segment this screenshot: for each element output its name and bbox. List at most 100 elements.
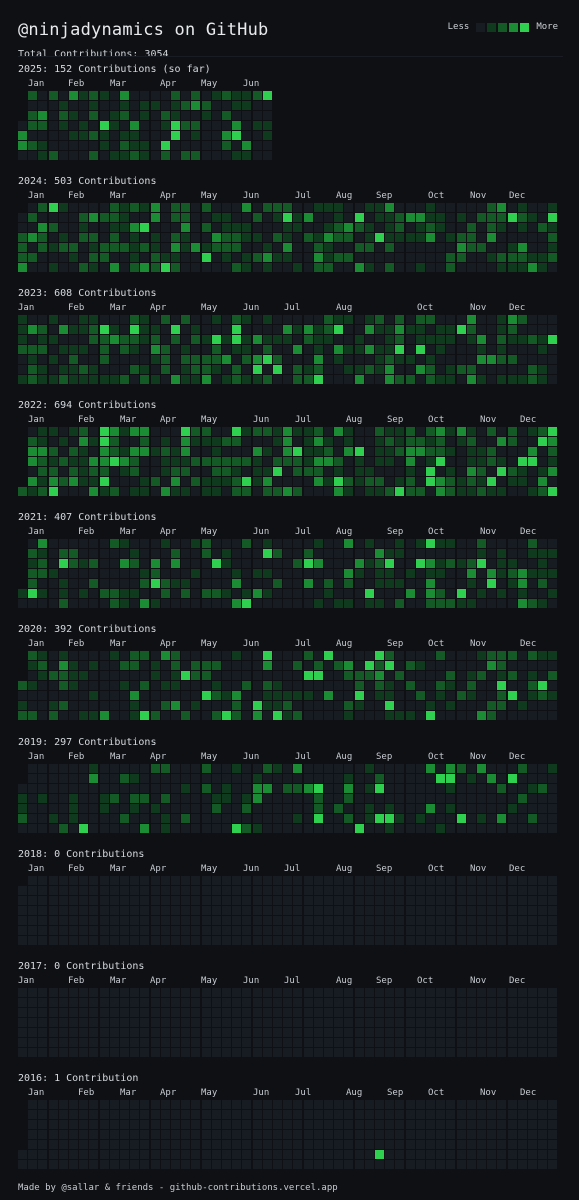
contribution-cell[interactable] [273, 1008, 282, 1017]
contribution-cell[interactable] [487, 1110, 497, 1119]
contribution-cell[interactable] [181, 91, 191, 100]
contribution-cell[interactable] [181, 243, 191, 252]
contribution-cell[interactable] [426, 1130, 435, 1139]
contribution-cell[interactable] [191, 315, 201, 324]
contribution-cell[interactable] [89, 223, 99, 232]
contribution-cell[interactable] [283, 335, 293, 344]
contribution-cell[interactable] [405, 477, 415, 486]
contribution-cell[interactable] [456, 804, 466, 813]
contribution-cell[interactable] [426, 804, 435, 813]
contribution-cell[interactable] [89, 315, 99, 324]
contribution-cell[interactable] [58, 661, 68, 670]
contribution-cell[interactable] [18, 355, 27, 364]
contribution-cell[interactable] [528, 589, 537, 598]
contribution-cell[interactable] [181, 549, 191, 558]
contribution-cell[interactable] [364, 487, 374, 496]
contribution-cell[interactable] [130, 876, 140, 885]
contribution-cell[interactable] [283, 651, 293, 660]
contribution-cell[interactable] [334, 1100, 344, 1109]
contribution-cell[interactable] [395, 569, 405, 578]
contribution-cell[interactable] [150, 559, 160, 568]
contribution-cell[interactable] [79, 906, 89, 915]
contribution-cell[interactable] [28, 375, 38, 384]
contribution-cell[interactable] [191, 936, 201, 945]
contribution-cell[interactable] [191, 876, 201, 885]
contribution-cell[interactable] [415, 926, 425, 935]
contribution-cell[interactable] [283, 457, 293, 466]
contribution-cell[interactable] [426, 701, 435, 710]
contribution-cell[interactable] [109, 1018, 119, 1027]
contribution-cell[interactable] [273, 671, 282, 680]
contribution-cell[interactable] [344, 1028, 354, 1037]
contribution-cell[interactable] [273, 681, 282, 690]
contribution-cell[interactable] [303, 203, 313, 212]
contribution-cell[interactable] [252, 131, 262, 140]
contribution-cell[interactable] [181, 579, 191, 588]
contribution-cell[interactable] [283, 661, 293, 670]
contribution-cell[interactable] [181, 711, 191, 720]
contribution-cell[interactable] [334, 784, 344, 793]
contribution-cell[interactable] [313, 1130, 323, 1139]
contribution-cell[interactable] [201, 824, 211, 833]
contribution-cell[interactable] [130, 579, 140, 588]
contribution-cell[interactable] [293, 876, 303, 885]
contribution-cell[interactable] [262, 764, 272, 773]
contribution-cell[interactable] [58, 794, 68, 803]
contribution-cell[interactable] [160, 365, 170, 374]
contribution-cell[interactable] [293, 774, 303, 783]
contribution-cell[interactable] [171, 233, 180, 242]
contribution-cell[interactable] [466, 671, 476, 680]
contribution-cell[interactable] [354, 315, 364, 324]
contribution-cell[interactable] [150, 784, 160, 793]
contribution-cell[interactable] [79, 243, 89, 252]
contribution-cell[interactable] [324, 355, 333, 364]
contribution-cell[interactable] [507, 375, 517, 384]
contribution-cell[interactable] [283, 814, 293, 823]
contribution-cell[interactable] [528, 315, 537, 324]
contribution-cell[interactable] [273, 447, 282, 456]
contribution-cell[interactable] [58, 233, 68, 242]
contribution-cell[interactable] [252, 1120, 262, 1129]
contribution-cell[interactable] [211, 91, 221, 100]
contribution-cell[interactable] [89, 814, 99, 823]
contribution-cell[interactable] [395, 579, 405, 588]
contribution-cell[interactable] [507, 253, 517, 262]
contribution-cell[interactable] [405, 1120, 415, 1129]
contribution-cell[interactable] [324, 467, 333, 476]
contribution-cell[interactable] [303, 691, 313, 700]
contribution-cell[interactable] [242, 599, 252, 608]
contribution-cell[interactable] [211, 131, 221, 140]
contribution-cell[interactable] [38, 223, 48, 232]
contribution-cell[interactable] [181, 1130, 191, 1139]
contribution-cell[interactable] [48, 1140, 58, 1149]
contribution-cell[interactable] [375, 701, 384, 710]
contribution-cell[interactable] [283, 926, 293, 935]
contribution-cell[interactable] [405, 1048, 415, 1057]
contribution-cell[interactable] [252, 1160, 262, 1169]
contribution-cell[interactable] [181, 701, 191, 710]
contribution-cell[interactable] [99, 661, 109, 670]
contribution-cell[interactable] [324, 589, 333, 598]
contribution-cell[interactable] [385, 1110, 395, 1119]
contribution-cell[interactable] [477, 906, 486, 915]
contribution-cell[interactable] [232, 1018, 242, 1027]
contribution-cell[interactable] [456, 824, 466, 833]
contribution-cell[interactable] [344, 569, 354, 578]
contribution-cell[interactable] [507, 784, 517, 793]
contribution-cell[interactable] [405, 213, 415, 222]
contribution-cell[interactable] [415, 1028, 425, 1037]
contribution-cell[interactable] [487, 569, 497, 578]
contribution-cell[interactable] [69, 824, 78, 833]
contribution-cell[interactable] [293, 559, 303, 568]
contribution-cell[interactable] [130, 549, 140, 558]
contribution-cell[interactable] [334, 876, 344, 885]
contribution-cell[interactable] [222, 651, 231, 660]
contribution-cell[interactable] [109, 896, 119, 905]
contribution-cell[interactable] [354, 569, 364, 578]
contribution-cell[interactable] [436, 203, 446, 212]
contribution-cell[interactable] [191, 661, 201, 670]
contribution-cell[interactable] [48, 1120, 58, 1129]
contribution-cell[interactable] [262, 437, 272, 446]
contribution-cell[interactable] [344, 936, 354, 945]
contribution-cell[interactable] [140, 814, 150, 823]
